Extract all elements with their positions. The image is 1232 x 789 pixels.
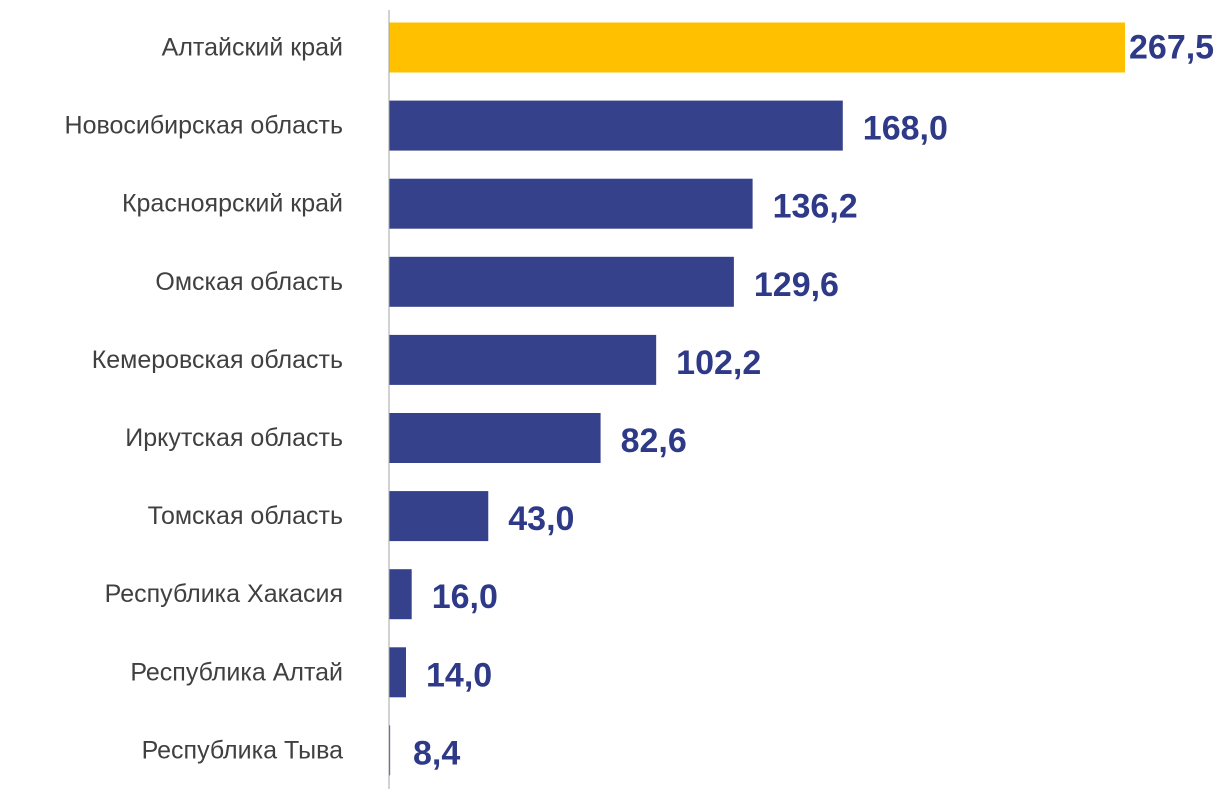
category-label-1: Алтайский край: [162, 34, 343, 62]
bar-10: [389, 725, 391, 776]
value-labels: 267,5 168,0 136,2 129,6 102,2 82,6 43,0 16,0 14,…: [413, 29, 1214, 773]
value-label-5: 102,2: [676, 344, 761, 382]
category-label-10: Республика Тыва: [142, 736, 344, 764]
bar-8: [389, 569, 412, 620]
bar-4: [389, 256, 734, 307]
value-label-3: 136,2: [773, 188, 858, 226]
value-label-8: 16,0: [432, 578, 498, 616]
category-label-5: Кемеровская область: [92, 346, 343, 374]
bar-3: [389, 178, 753, 229]
category-labels: Алтайский край Новосибирская область Красн…: [65, 34, 344, 765]
bar-9: [389, 647, 407, 698]
value-label-7: 43,0: [508, 500, 574, 538]
value-label-10: 8,4: [413, 734, 460, 772]
value-label-4: 129,6: [754, 266, 839, 304]
bar-7: [389, 491, 489, 542]
bars-group: [389, 22, 1125, 776]
value-label-1: 267,5: [1129, 29, 1214, 67]
value-label-9: 14,0: [426, 656, 492, 694]
category-label-8: Республика Хакасия: [105, 580, 343, 608]
bar-6: [389, 413, 601, 463]
value-label-2: 168,0: [863, 110, 948, 148]
category-label-9: Республика Алтай: [130, 658, 343, 686]
bar-2: [389, 100, 843, 151]
category-label-4: Омская область: [155, 268, 343, 296]
bar-5: [389, 334, 657, 385]
category-label-3: Красноярский край: [122, 190, 343, 218]
category-label-7: Томская область: [148, 502, 343, 530]
bar-1: [389, 22, 1125, 73]
value-label-6: 82,6: [621, 422, 687, 460]
category-label-6: Иркутская область: [125, 424, 343, 452]
category-label-2: Новосибирская область: [65, 112, 343, 140]
